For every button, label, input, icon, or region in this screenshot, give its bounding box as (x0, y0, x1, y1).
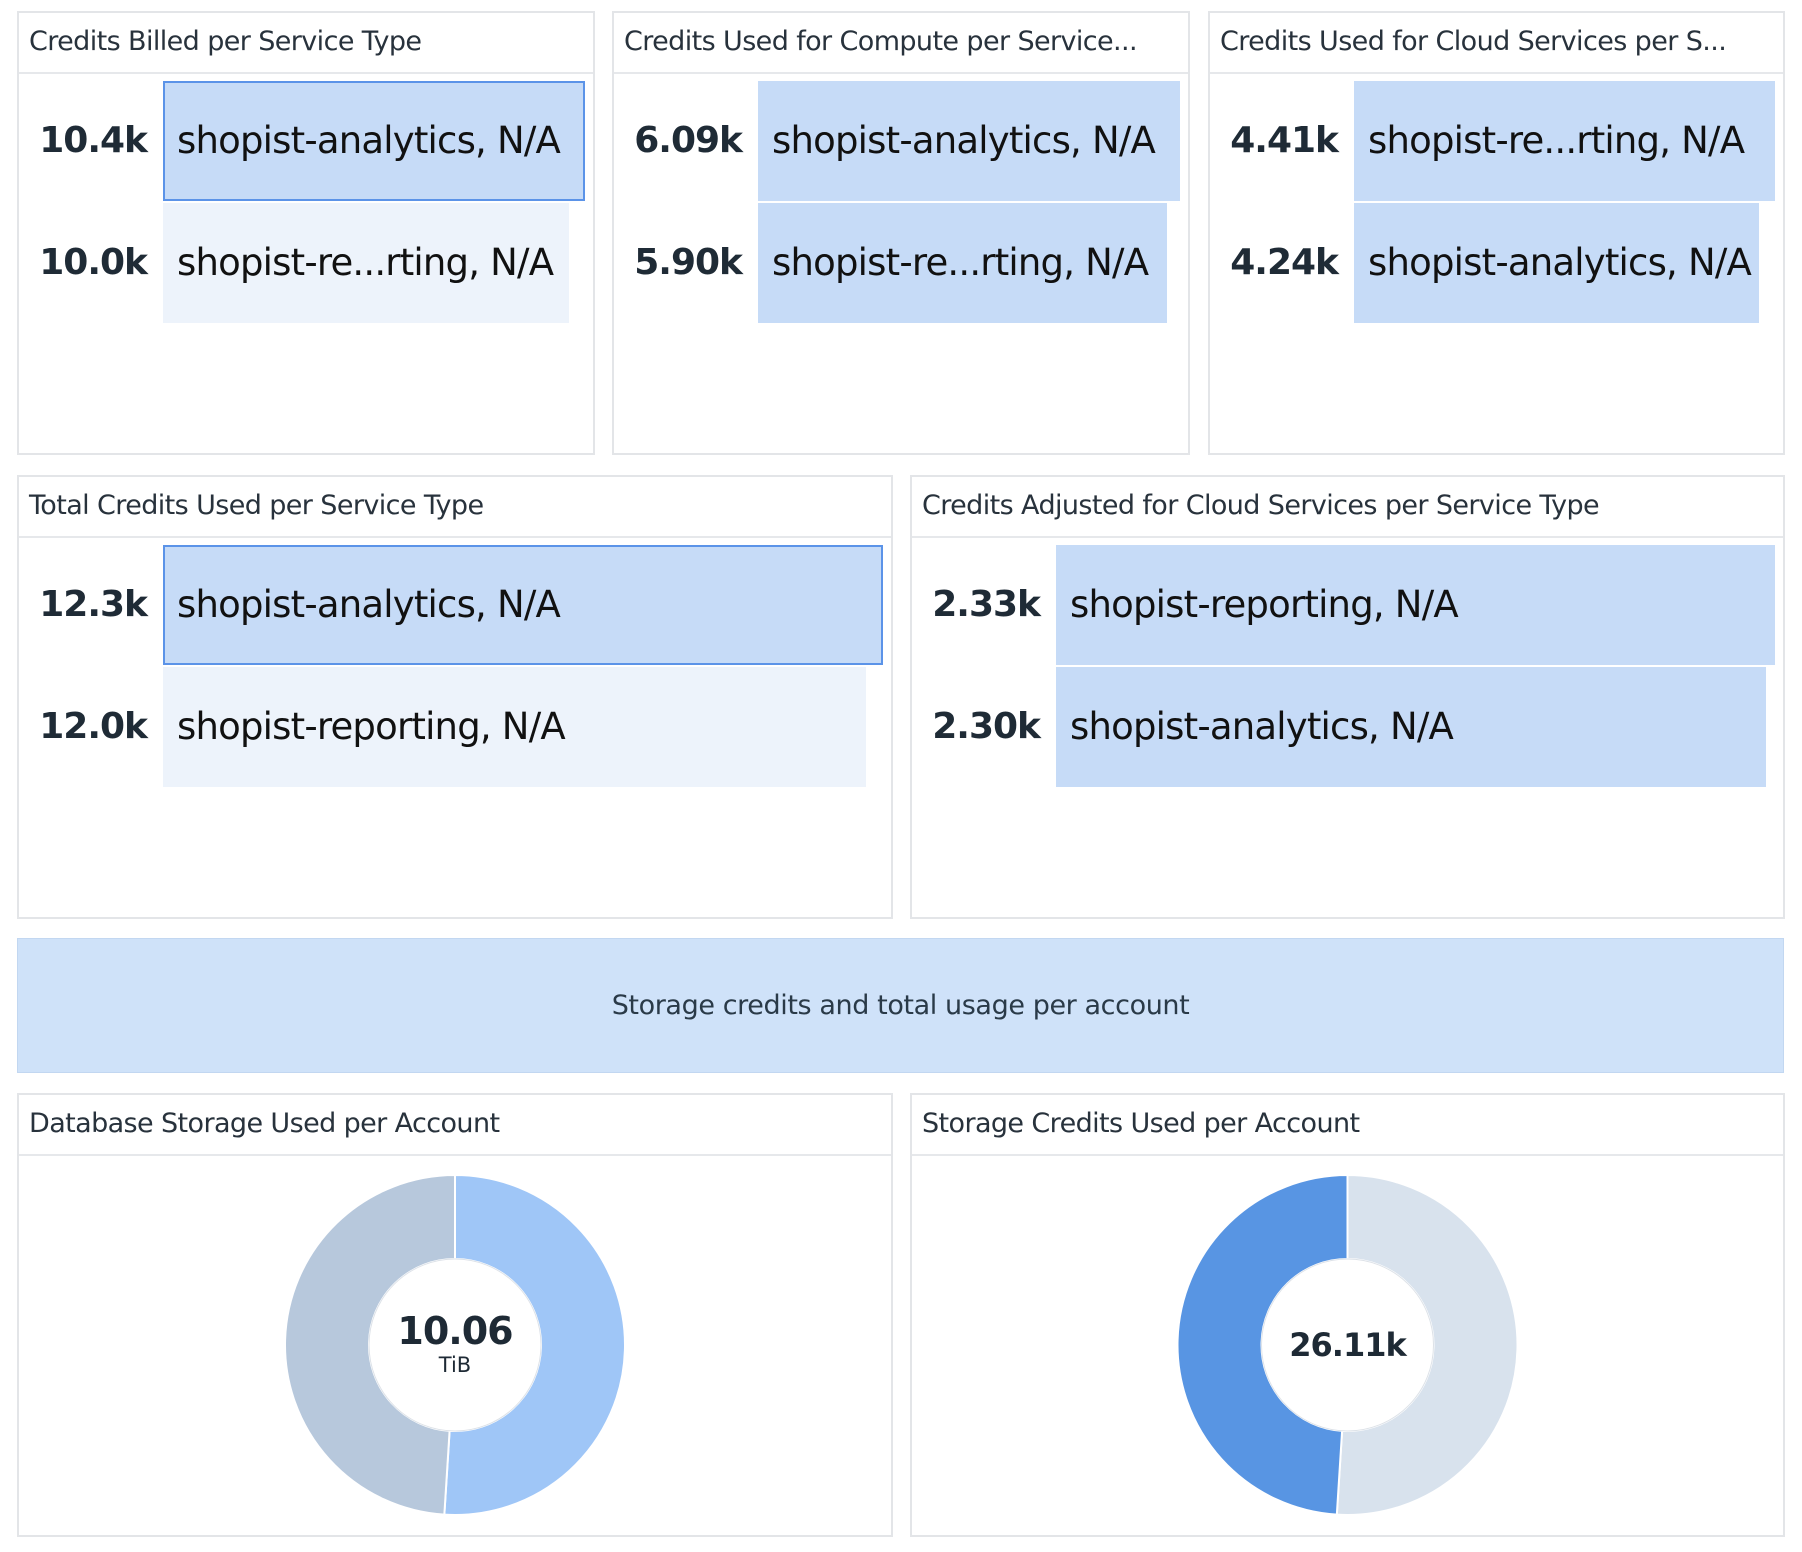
toplist-value: 2.33k (932, 584, 1041, 625)
toplist-value: 6.09k (634, 120, 743, 161)
toplist-value: 12.0k (39, 706, 148, 747)
toplist-row[interactable]: 5.90k shopist-re...rting, N/A (614, 203, 1188, 323)
section-banner: Storage credits and total usage per acco… (17, 938, 1784, 1073)
toplist-bar[interactable]: shopist-analytics, N/A (163, 81, 585, 201)
toplist-bar[interactable]: shopist-analytics, N/A (1056, 667, 1766, 787)
toplist-bar[interactable]: shopist-analytics, N/A (163, 545, 883, 665)
panel-title: Credits Used for Compute per Service... (614, 13, 1188, 74)
panel-title: Credits Billed per Service Type (19, 13, 593, 74)
toplist-bar[interactable]: shopist-analytics, N/A (758, 81, 1180, 201)
toplist-value: 5.90k (634, 242, 743, 283)
toplist-row[interactable]: 2.33k shopist-reporting, N/A (912, 545, 1783, 665)
donut-hole (1261, 1258, 1434, 1432)
toplist-value: 10.4k (39, 120, 148, 161)
toplist-value: 12.3k (39, 584, 148, 625)
toplist-value: 4.41k (1230, 120, 1339, 161)
toplist-row[interactable]: 4.41k shopist-re...rting, N/A (1210, 81, 1783, 201)
toplist-bar[interactable]: shopist-reporting, N/A (163, 667, 866, 787)
donut-chart (283, 1173, 626, 1516)
toplist-bar[interactable]: shopist-analytics, N/A (1354, 203, 1759, 323)
panel-title: Credits Used for Cloud Services per S... (1210, 13, 1783, 74)
panel-title: Database Storage Used per Account (19, 1095, 891, 1156)
toplist-row[interactable]: 2.30k shopist-analytics, N/A (912, 667, 1783, 787)
toplist-row[interactable]: 10.4k shopist-analytics, N/A (19, 81, 593, 201)
donut-hole (368, 1258, 542, 1432)
panel-title: Credits Adjusted for Cloud Services per … (912, 477, 1783, 538)
toplist-row[interactable]: 10.0k shopist-re...rting, N/A (19, 203, 593, 323)
toplist-credits-adjusted: Credits Adjusted for Cloud Services per … (910, 475, 1785, 919)
toplist-row[interactable]: 6.09k shopist-analytics, N/A (614, 81, 1188, 201)
toplist-credits-billed: Credits Billed per Service Type 10.4k shop… (17, 11, 595, 455)
donut-total: 10.06 (397, 1309, 513, 1353)
toplist-bar[interactable]: shopist-re...rting, N/A (1354, 81, 1775, 201)
toplist-row[interactable]: 12.3k shopist-analytics, N/A (19, 545, 891, 665)
toplist-row[interactable]: 12.0k shopist-reporting, N/A (19, 667, 891, 787)
panel-title: Total Credits Used per Service Type (19, 477, 891, 538)
toplist-bar[interactable]: shopist-reporting, N/A (1056, 545, 1775, 665)
toplist-credits-compute: Credits Used for Compute per Service... 6… (612, 11, 1190, 455)
donut-storage-credits: Storage Credits Used per Account 26.11k (910, 1093, 1785, 1537)
donut-chart (1176, 1173, 1519, 1516)
donut-center: 10.06 TiB (369, 1309, 541, 1377)
panel-title: Storage Credits Used per Account (912, 1095, 1783, 1156)
toplist-credits-cloud-services: Credits Used for Cloud Services per S...… (1208, 11, 1785, 455)
toplist-total-credits: Total Credits Used per Service Type 12.3k… (17, 475, 893, 919)
donut-center: 26.11k (1262, 1325, 1434, 1365)
toplist-value: 4.24k (1230, 242, 1339, 283)
toplist-bar[interactable]: shopist-re...rting, N/A (758, 203, 1167, 323)
donut-total: 26.11k (1289, 1326, 1407, 1364)
toplist-value: 2.30k (932, 706, 1041, 747)
donut-database-storage: Database Storage Used per Account 10.06 Ti… (17, 1093, 893, 1537)
toplist-bar[interactable]: shopist-re...rting, N/A (163, 203, 569, 323)
toplist-value: 10.0k (39, 242, 148, 283)
toplist-row[interactable]: 4.24k shopist-analytics, N/A (1210, 203, 1783, 323)
donut-unit: TiB (438, 1353, 472, 1377)
